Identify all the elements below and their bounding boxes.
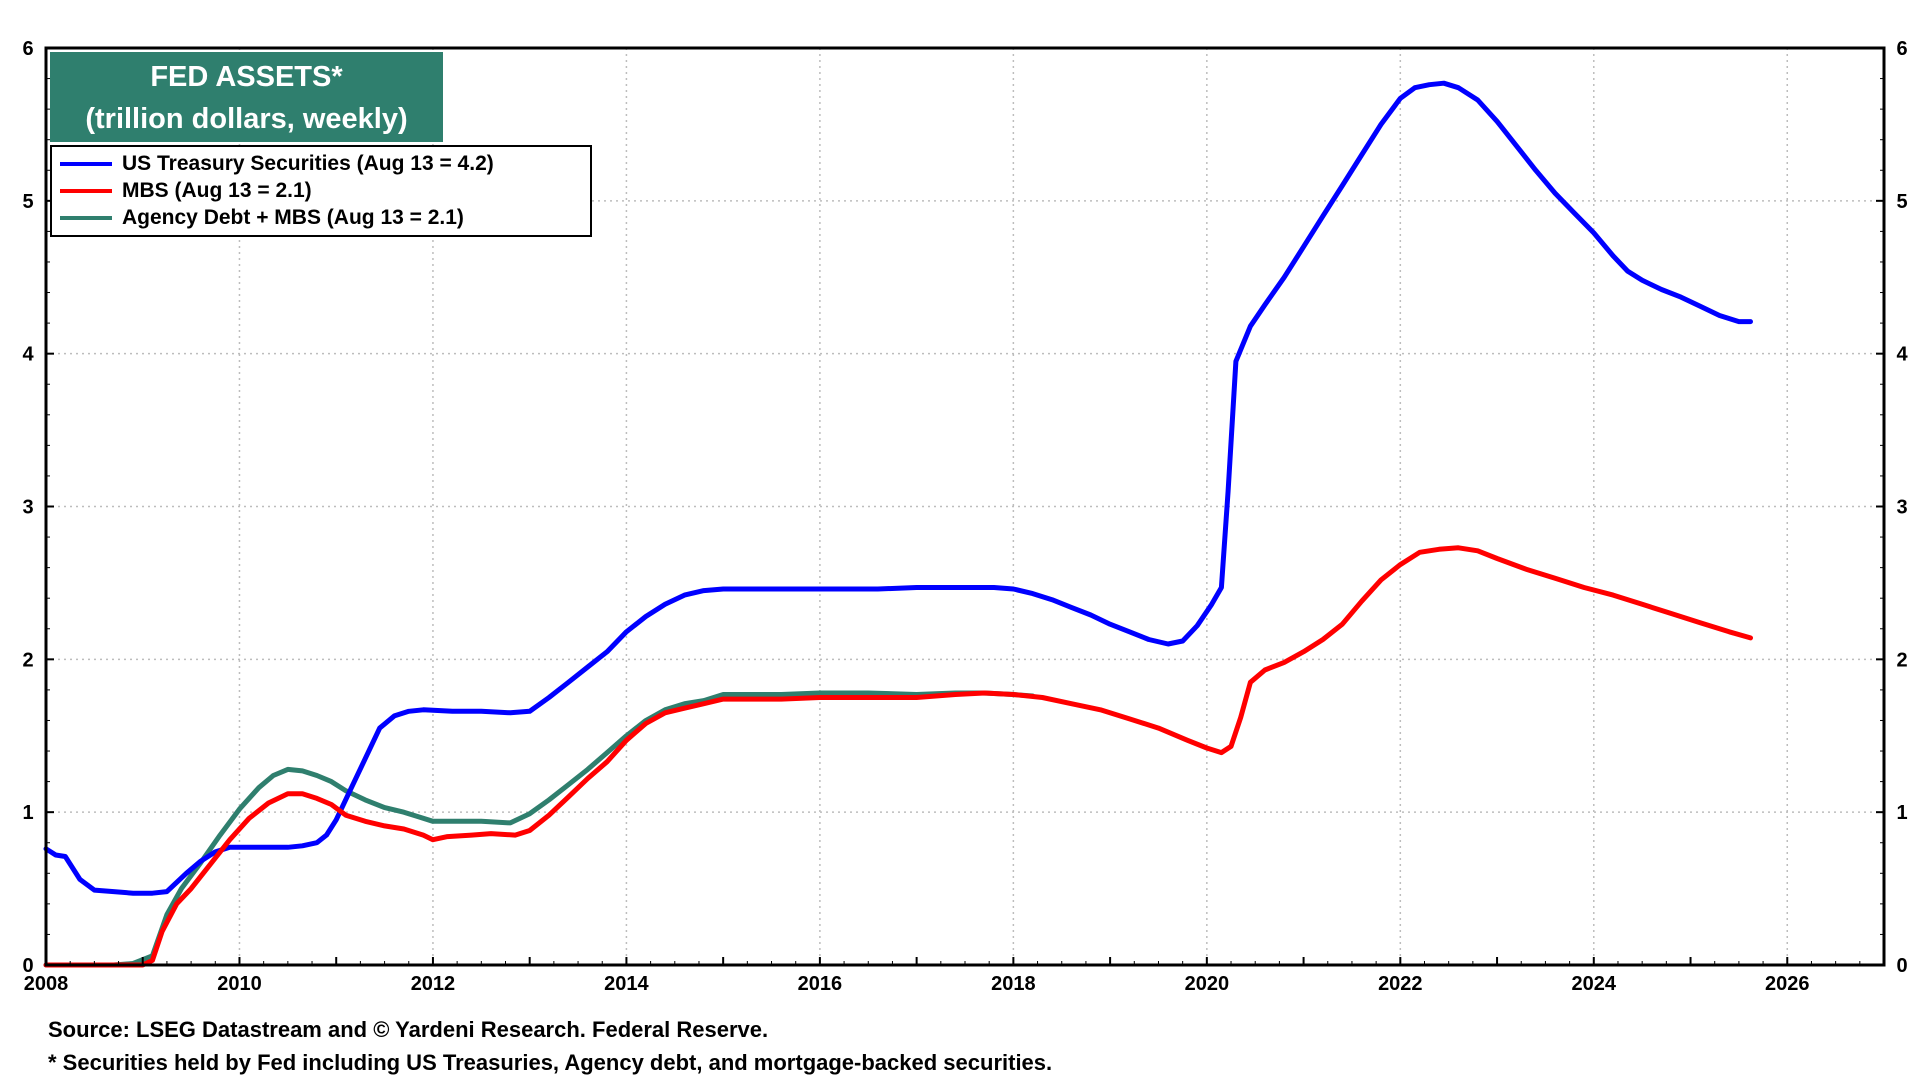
y-tick-label-left: 3 — [22, 497, 33, 519]
series-line-agency-mbs — [43, 690, 1036, 968]
legend-swatch-treasury — [60, 161, 112, 166]
y-tick-label-right: 0 — [1896, 955, 1907, 977]
x-tick-label: 2008 — [24, 973, 69, 995]
footnote: * Securities held by Fed including US Tr… — [48, 1050, 1053, 1075]
y-tick-label-right: 1 — [1896, 802, 1907, 824]
legend-swatch-mbs — [60, 188, 112, 193]
source-note: Source: LSEG Datastream and © Yardeni Re… — [48, 1017, 769, 1042]
series-lines — [43, 80, 1753, 968]
legend-item-agency: Agency Debt + MBS (Aug 13 = 2.1) — [60, 204, 590, 231]
y-tick-label-right: 4 — [1896, 344, 1908, 366]
y-tick-label-left: 5 — [22, 191, 33, 213]
chart-subtitle: (trillion dollars, weekly) — [85, 103, 408, 135]
x-tick-label: 2026 — [1765, 973, 1810, 995]
series-line-mbs — [43, 545, 1753, 968]
chart-title: FED ASSETS* — [150, 61, 343, 93]
axis-ticks: 0 0 1 1 2 2 3 3 4 4 5 5 6 6 2008 2010 2012 2014 2016 2018 20… — [22, 38, 1908, 995]
legend-swatch-agency — [60, 215, 112, 220]
x-tick-label: 2014 — [604, 973, 649, 995]
legend-label-mbs: MBS (Aug 13 = 2.1) — [122, 178, 312, 202]
y-tick-label-left: 4 — [22, 344, 34, 366]
y-tick-label-right: 3 — [1896, 497, 1907, 519]
x-tick-label: 2016 — [798, 973, 843, 995]
legend: US Treasury Securities (Aug 13 = 4.2) MB… — [50, 145, 592, 237]
legend-label-agency: Agency Debt + MBS (Aug 13 = 2.1) — [122, 205, 464, 229]
y-tick-label-right: 5 — [1896, 191, 1907, 213]
chart-title-box: FED ASSETS* (trillion dollars, weekly) — [50, 52, 443, 142]
x-tick-label: 2012 — [411, 973, 456, 995]
legend-item-mbs: MBS (Aug 13 = 2.1) — [60, 177, 590, 204]
x-tick-label: 2024 — [1572, 973, 1617, 995]
y-tick-label-left: 0 — [22, 955, 33, 977]
legend-item-treasury: US Treasury Securities (Aug 13 = 4.2) — [60, 150, 590, 177]
y-tick-label-left: 6 — [22, 38, 33, 60]
legend-label-treasury: US Treasury Securities (Aug 13 = 4.2) — [122, 151, 494, 175]
y-tick-label-right: 2 — [1896, 649, 1907, 671]
y-tick-label-left: 2 — [22, 649, 33, 671]
x-tick-label: 2020 — [1185, 973, 1230, 995]
x-tick-label: 2022 — [1378, 973, 1423, 995]
series-line-treasury — [43, 80, 1753, 896]
x-tick-label: 2010 — [217, 973, 262, 995]
y-tick-label-right: 6 — [1896, 38, 1907, 60]
x-tick-label: 2018 — [991, 973, 1036, 995]
y-tick-label-left: 1 — [22, 802, 33, 824]
